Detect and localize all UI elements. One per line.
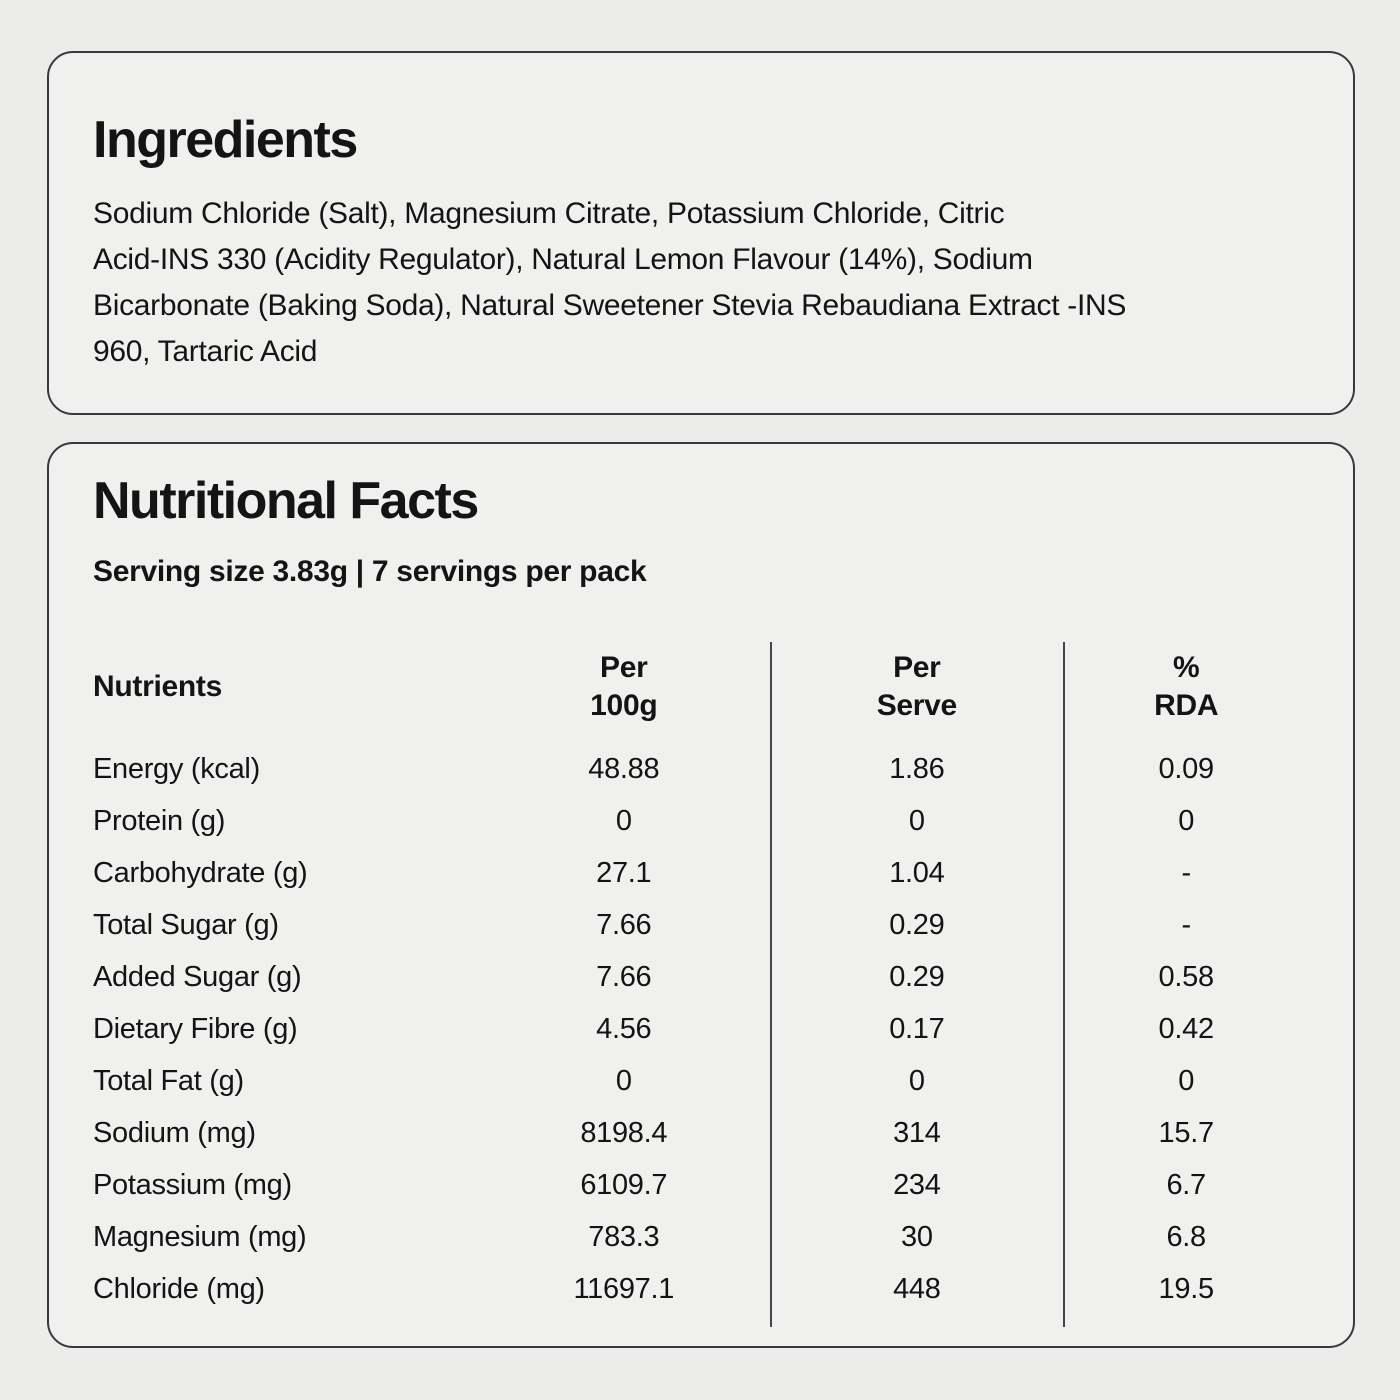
nutrition-facts-card: Nutritional Facts Serving size 3.83g | 7… bbox=[47, 442, 1355, 1348]
per-100g-value: 7.66 bbox=[596, 909, 652, 941]
rda-value: - bbox=[1181, 857, 1191, 889]
rda-value: 0.58 bbox=[1158, 961, 1215, 993]
rda-value: 0 bbox=[1178, 1065, 1195, 1097]
per-serve-value: 314 bbox=[893, 1117, 941, 1149]
per-serve-value: 0 bbox=[908, 805, 925, 837]
nutrient-label: Added Sugar (g) bbox=[93, 961, 302, 993]
per-100g-value: 11697.1 bbox=[573, 1273, 675, 1305]
nutrient-label: Protein (g) bbox=[93, 805, 226, 837]
per-100g-value: 0 bbox=[615, 805, 632, 837]
table-row: Potassium (mg) 6109.7 234 6.7 bbox=[93, 1159, 1309, 1211]
ingredients-line: Bicarbonate (Baking Soda), Natural Sweet… bbox=[93, 289, 1127, 322]
rda-value: 6.8 bbox=[1166, 1221, 1206, 1253]
table-row: Protein (g) 0 0 0 bbox=[93, 795, 1309, 847]
nutrient-label: Chloride (mg) bbox=[93, 1273, 265, 1305]
nutrient-label: Potassium (mg) bbox=[93, 1169, 292, 1201]
rda-value: 0.42 bbox=[1158, 1013, 1215, 1045]
header-per-100g: Per 100g bbox=[590, 651, 658, 722]
ingredients-line: Sodium Chloride (Salt), Magnesium Citrat… bbox=[93, 197, 1005, 230]
table-row: Magnesium (mg) 783.3 30 6.8 bbox=[93, 1211, 1309, 1263]
per-serve-value: 1.86 bbox=[889, 753, 945, 785]
nutrient-label: Dietary Fibre (g) bbox=[93, 1013, 298, 1045]
table-header-row: Nutrients Per 100g Per Serve % RDA bbox=[93, 642, 1309, 732]
nutrient-label: Total Fat (g) bbox=[93, 1065, 244, 1097]
ingredients-line: Acid-INS 330 (Acidity Regulator), Natura… bbox=[93, 243, 1033, 276]
per-serve-value: 1.04 bbox=[889, 857, 945, 889]
per-serve-value: 30 bbox=[900, 1221, 933, 1253]
table-row: Chloride (mg) 11697.1 448 19.5 bbox=[93, 1263, 1309, 1315]
nutrition-facts-title: Nutritional Facts bbox=[93, 472, 479, 530]
per-100g-value: 8198.4 bbox=[580, 1117, 668, 1149]
table-row: Carbohydrate (g) 27.1 1.04 - bbox=[93, 847, 1309, 899]
header-rda: % RDA bbox=[1154, 651, 1219, 722]
per-serve-value: 448 bbox=[893, 1273, 941, 1305]
rda-value: 19.5 bbox=[1158, 1273, 1215, 1305]
rda-value: 0.09 bbox=[1158, 753, 1215, 785]
per-serve-value: 0 bbox=[908, 1065, 925, 1097]
table-row: Sodium (mg) 8198.4 314 15.7 bbox=[93, 1107, 1309, 1159]
column-divider bbox=[1062, 642, 1065, 1327]
per-serve-value: 0.29 bbox=[889, 909, 945, 941]
ingredients-title: Ingredients bbox=[93, 111, 358, 169]
per-100g-value: 4.56 bbox=[596, 1013, 652, 1045]
nutrient-label: Sodium (mg) bbox=[93, 1117, 256, 1149]
per-100g-value: 7.66 bbox=[596, 961, 652, 993]
per-100g-value: 783.3 bbox=[588, 1221, 660, 1253]
nutrient-label: Carbohydrate (g) bbox=[93, 857, 308, 889]
ingredients-text: Sodium Chloride (Salt), Magnesium Citrat… bbox=[93, 191, 1309, 375]
table-row: Total Sugar (g) 7.66 0.29 - bbox=[93, 899, 1309, 951]
ingredients-card: Ingredients Sodium Chloride (Salt), Magn… bbox=[47, 51, 1355, 415]
rda-value: 0 bbox=[1178, 805, 1195, 837]
rda-value: - bbox=[1181, 909, 1191, 941]
per-serve-value: 234 bbox=[893, 1169, 941, 1201]
nutrient-label: Energy (kcal) bbox=[93, 753, 260, 785]
nutrient-label: Magnesium (mg) bbox=[93, 1221, 307, 1253]
per-100g-value: 48.88 bbox=[588, 753, 660, 785]
nutrition-table: Nutrients Per 100g Per Serve % RDA Energ… bbox=[93, 642, 1309, 1327]
ingredients-line: 960, Tartaric Acid bbox=[93, 335, 318, 368]
serving-size-info: Serving size 3.83g | 7 servings per pack bbox=[93, 555, 647, 588]
column-divider bbox=[769, 642, 772, 1327]
per-100g-value: 6109.7 bbox=[580, 1169, 668, 1201]
table-row: Total Fat (g) 0 0 0 bbox=[93, 1055, 1309, 1107]
header-nutrients: Nutrients bbox=[93, 670, 222, 703]
nutrient-label: Total Sugar (g) bbox=[93, 909, 279, 941]
per-serve-value: 0.17 bbox=[889, 1013, 945, 1045]
rda-value: 15.7 bbox=[1158, 1117, 1215, 1149]
header-per-serve: Per Serve bbox=[876, 651, 958, 722]
per-100g-value: 27.1 bbox=[596, 857, 652, 889]
table-body: Energy (kcal) 48.88 1.86 0.09 Protein (g) 0 0 0… bbox=[93, 743, 1309, 1315]
table-row: Dietary Fibre (g) 4.56 0.17 0.42 bbox=[93, 1003, 1309, 1055]
rda-value: 6.7 bbox=[1166, 1169, 1206, 1201]
table-row: Added Sugar (g) 7.66 0.29 0.58 bbox=[93, 951, 1309, 1003]
table-row: Energy (kcal) 48.88 1.86 0.09 bbox=[93, 743, 1309, 795]
per-serve-value: 0.29 bbox=[889, 961, 945, 993]
per-100g-value: 0 bbox=[615, 1065, 632, 1097]
